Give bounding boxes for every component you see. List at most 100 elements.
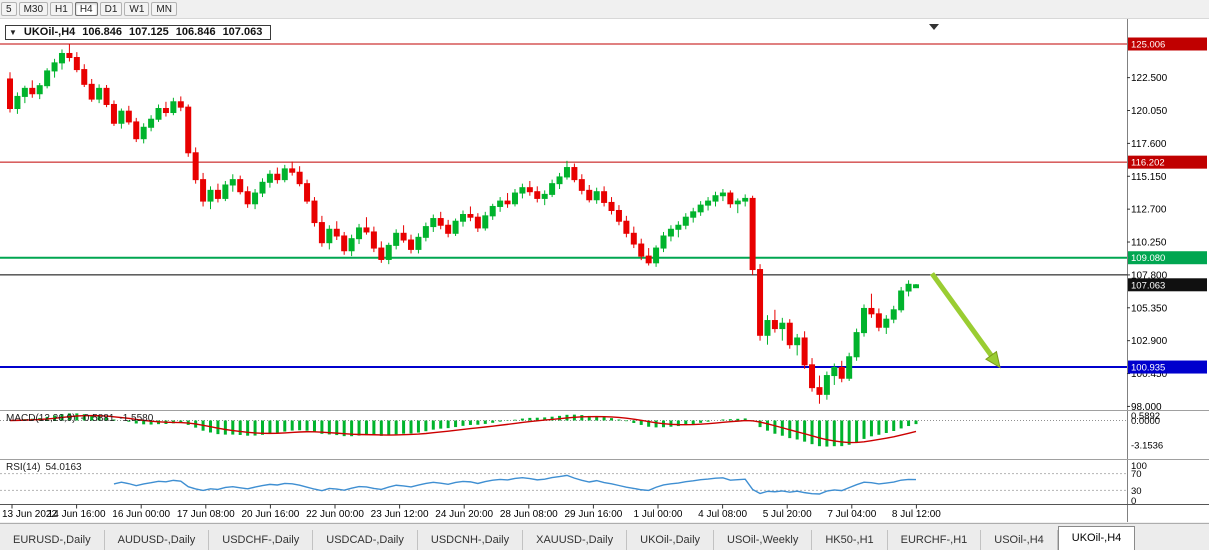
candle-body xyxy=(110,103,117,124)
candle-body xyxy=(823,375,830,395)
one-click-trading-toggle-icon[interactable]: ▼ xyxy=(9,27,17,37)
candle-body xyxy=(445,224,452,234)
candle-body xyxy=(370,231,377,249)
candle-body xyxy=(326,228,333,244)
candle-body xyxy=(155,107,162,120)
chart-shift-marker-icon[interactable] xyxy=(929,24,939,30)
tab-usdcad-daily[interactable]: USDCAD-,Daily xyxy=(313,530,418,550)
candle-body xyxy=(341,235,348,252)
chart-background[interactable] xyxy=(0,18,1209,522)
trend-arrow-head[interactable] xyxy=(985,350,1001,369)
candle-body xyxy=(838,367,845,379)
price-tick-label: 105.350 xyxy=(1131,303,1168,314)
tab-hk50-h1[interactable]: HK50-,H1 xyxy=(812,530,888,550)
price-tick-label: 120.050 xyxy=(1131,106,1168,117)
tab-label: HK50-,H1 xyxy=(825,534,874,546)
candle-body xyxy=(296,171,303,185)
tab-usdchf-daily[interactable]: USDCHF-,Daily xyxy=(209,530,314,550)
rsi-indicator-name: RSI(14) xyxy=(6,462,41,473)
timeframe-button-w1[interactable]: W1 xyxy=(124,2,150,16)
tab-audusd-daily[interactable]: AUDUSD-,Daily xyxy=(105,530,210,550)
timeframe-button-h1[interactable]: H1 xyxy=(50,2,73,16)
rsi-panel xyxy=(0,473,1127,495)
time-tick-label: 7 Jul 04:00 xyxy=(827,509,876,520)
tab-label: EURCHF-,H1 xyxy=(900,534,968,546)
candle-body xyxy=(14,95,21,109)
tab-label: XAUUSD-,Daily xyxy=(536,534,614,546)
candle-body xyxy=(831,367,838,377)
candle-body xyxy=(898,290,905,311)
macd-main-value: -0.5881 xyxy=(80,413,115,424)
candle-body xyxy=(868,307,875,315)
candle-body xyxy=(705,200,712,206)
time-tick-label: 23 Jun 12:00 xyxy=(371,509,429,520)
tab-eurchf-h1[interactable]: EURCHF-,H1 xyxy=(888,530,982,550)
macd-scale-label: 0.0000 xyxy=(1131,416,1160,427)
candle-body xyxy=(601,191,608,203)
candle-body xyxy=(437,218,444,226)
candle-body xyxy=(259,181,266,194)
trend-arrow-shaft[interactable] xyxy=(929,272,994,357)
candle-body xyxy=(393,232,400,246)
candle-body xyxy=(875,313,882,328)
candle-body xyxy=(913,284,919,289)
candle-body xyxy=(608,201,615,211)
tab-usoil-weekly[interactable]: USOil-,Weekly xyxy=(714,530,813,550)
timeframe-button-m5[interactable]: 5 xyxy=(1,2,17,16)
rsi-label: RSI(14) 54.0163 xyxy=(6,462,87,473)
candle-body xyxy=(534,191,541,199)
candle-body xyxy=(467,214,474,218)
timeframe-button-d1[interactable]: D1 xyxy=(99,2,123,16)
candle-body xyxy=(29,87,36,95)
candle-body xyxy=(21,87,28,97)
candle-body xyxy=(452,220,459,234)
candle-body xyxy=(252,192,259,205)
tab-ukoil-h4[interactable]: UKOil-,H4 xyxy=(1057,526,1136,550)
candle-body xyxy=(578,179,585,191)
candle-body xyxy=(207,189,214,202)
time-tick-label: 29 Jun 16:00 xyxy=(564,509,622,520)
candle-body xyxy=(408,239,415,250)
tab-xauusd-daily[interactable]: XAUUSD-,Daily xyxy=(523,530,628,550)
time-tick-label: 5 Jul 20:00 xyxy=(763,509,812,520)
candle-body xyxy=(460,214,466,222)
candle-body xyxy=(526,187,533,193)
tab-usoil-h4[interactable]: USOil-,H4 xyxy=(981,530,1058,550)
candle-body xyxy=(96,87,103,100)
candle-body xyxy=(660,235,667,249)
candle-body xyxy=(890,309,897,320)
candle-body xyxy=(623,220,630,234)
macd-label: MACD(12,26,9) -0.5881 -1.5580 xyxy=(6,413,158,424)
candle-body xyxy=(36,85,43,95)
chart-ohlc-box: ▼ UKOil-,H4 106.846 107.125 106.846 107.… xyxy=(5,25,272,40)
candle-body xyxy=(786,322,793,346)
tab-label: USDCNH-,Daily xyxy=(430,534,510,546)
price-tick-label: 102.900 xyxy=(1131,336,1168,347)
price-tick-label: 107.800 xyxy=(1131,270,1168,281)
price-badge xyxy=(1128,278,1207,292)
candle-body xyxy=(200,179,207,202)
candle-body xyxy=(779,322,786,330)
timeframe-button-h4[interactable]: H4 xyxy=(74,2,98,16)
price-panel xyxy=(0,24,1127,404)
macd-signal-value: -1.5580 xyxy=(119,413,154,424)
candle-body xyxy=(304,183,311,202)
time-tick-label: 24 Jun 20:00 xyxy=(435,509,493,520)
timeframe-button-mn[interactable]: MN xyxy=(151,2,177,16)
tab-eurusd-daily[interactable]: EURUSD-,Daily xyxy=(0,530,105,550)
macd-panel xyxy=(0,413,1127,447)
time-tick-label: 28 Jun 08:00 xyxy=(500,509,558,520)
candle-body xyxy=(58,52,65,64)
price-tick-label: 100.450 xyxy=(1131,369,1168,380)
tab-ukoil-daily[interactable]: UKOil-,Daily xyxy=(627,530,715,550)
candle-body xyxy=(214,189,221,199)
timeframe-button-m30[interactable]: M30 xyxy=(18,2,49,16)
candle-body xyxy=(318,222,325,244)
candle-body xyxy=(118,110,125,124)
time-tick-label: 20 Jun 16:00 xyxy=(241,509,299,520)
tab-usdcnh-daily[interactable]: USDCNH-,Daily xyxy=(418,530,524,550)
tab-label: USDCHF-,Daily xyxy=(222,534,300,546)
chart-canvas[interactable]: 122.500 120.050 117.600 115.150 112.700 110.2… xyxy=(0,0,1209,524)
